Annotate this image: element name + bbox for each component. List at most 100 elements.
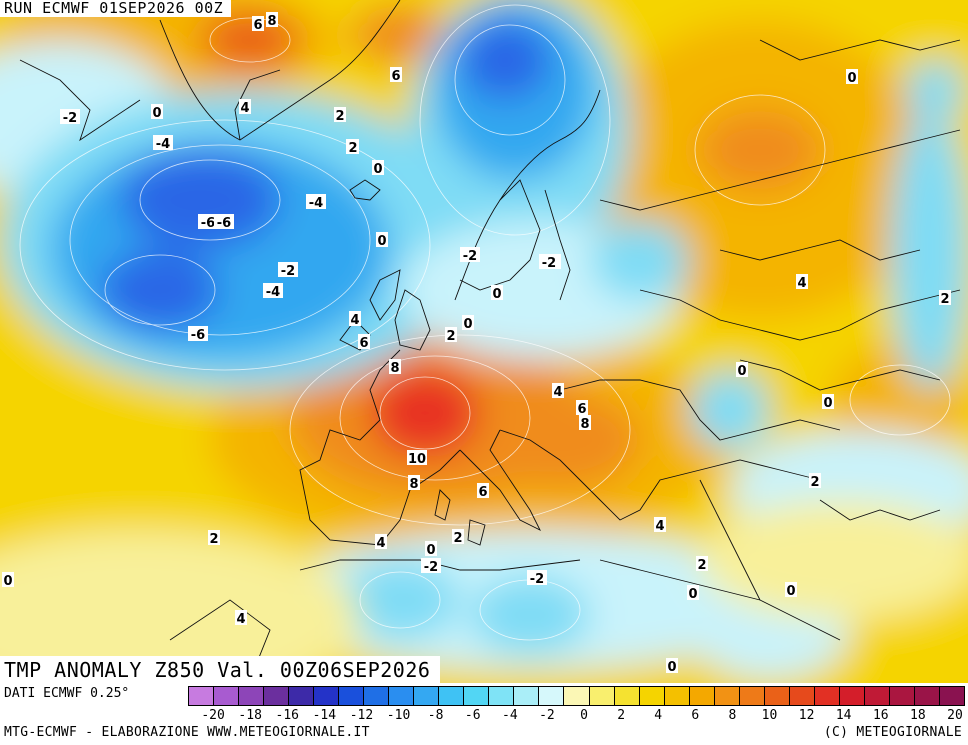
contour-label-bg xyxy=(235,610,247,625)
contour-label-bg xyxy=(358,334,370,349)
colorbar-tick-label: -18 xyxy=(238,708,262,723)
contour-label-bg xyxy=(188,326,208,341)
contour-label-bg xyxy=(239,99,251,114)
contour-label: 2 xyxy=(453,531,462,546)
contour-label: 0 xyxy=(786,584,795,599)
contour-label: 2 xyxy=(940,292,949,307)
contour-label: 6 xyxy=(478,485,487,500)
contour-label: -2 xyxy=(530,572,544,587)
contour-label: 8 xyxy=(409,477,418,492)
contour-label: -2 xyxy=(424,560,438,575)
contour-label: -2 xyxy=(281,264,295,279)
colorbar-swatch xyxy=(889,687,915,705)
contour-label-bg xyxy=(263,283,283,298)
colorbar-swatch xyxy=(839,687,865,705)
colorbar-swatch xyxy=(864,687,890,705)
footer: DATI ECMWF 0.25° -20 -18 -16 -14 -12 -10 -8 -6-… xyxy=(0,683,968,745)
contour-label: 8 xyxy=(267,14,276,29)
contour-label-bg xyxy=(252,16,264,31)
contour-label-bg xyxy=(334,107,346,122)
contour-label-bg xyxy=(527,570,547,585)
contour-label: 0 xyxy=(463,317,472,332)
contour-label: 6 xyxy=(391,69,400,84)
colorbar-tick-label: 2 xyxy=(617,708,626,723)
contour-labels: 86420-2-4-620-2-4-66420-2-4-60-246820468… xyxy=(2,12,951,675)
colorbar-tick-label: 6 xyxy=(691,708,700,723)
colorbar-tick-label: 20 xyxy=(947,708,963,723)
contour-label: 2 xyxy=(348,141,357,156)
contour-label-bg xyxy=(654,517,666,532)
contour-label-bg xyxy=(552,383,564,398)
contour-label-bg xyxy=(306,194,326,209)
contour-label-bg xyxy=(452,529,464,544)
contour-label: 2 xyxy=(335,109,344,124)
contour-label: 0 xyxy=(492,287,501,302)
contour-label: 0 xyxy=(373,162,382,177)
colorbar-swatch xyxy=(414,687,440,705)
contour-label-bg xyxy=(462,315,474,330)
colorbar-swatch xyxy=(489,687,515,705)
colorbar-legend xyxy=(188,686,965,706)
contour-label-bg xyxy=(736,362,748,377)
contour-label-bg xyxy=(421,558,441,573)
contour-label: 4 xyxy=(350,313,359,328)
contour-label-bg xyxy=(539,254,559,269)
contour-label-bg xyxy=(445,327,457,342)
contour-label-bg xyxy=(785,582,797,597)
contour-label-bg xyxy=(153,135,173,150)
colorbar-tick-label: 10 xyxy=(761,708,778,723)
contour-label-bg xyxy=(460,247,480,262)
contour-label-bg xyxy=(407,450,427,465)
contour-label: 4 xyxy=(240,101,249,116)
colorbar-swatch xyxy=(589,687,615,705)
contour-label: 0 xyxy=(688,587,697,602)
contour-label: 2 xyxy=(446,329,455,344)
contour-label-bg xyxy=(579,415,591,430)
colorbar-swatch xyxy=(764,687,790,705)
contour-label: 0 xyxy=(847,71,856,86)
colorbar-swatch xyxy=(389,687,415,705)
contour-label: 0 xyxy=(823,396,832,411)
colorbar-tick-label: -2 xyxy=(539,708,555,723)
colorbar-tick-label: -10 xyxy=(386,708,411,723)
contour-label: 0 xyxy=(3,574,12,589)
colorbar-tick-label: -8 xyxy=(427,708,444,723)
contour-label-bg xyxy=(151,104,163,119)
contour-label-bg xyxy=(347,139,359,154)
contour-label: -4 xyxy=(156,137,170,152)
contour-label-bg xyxy=(278,262,298,277)
contour-label: -2 xyxy=(542,256,556,271)
colorbar-swatch xyxy=(514,687,540,705)
contour-label-bg xyxy=(491,285,503,300)
colorbar-swatch xyxy=(364,687,390,705)
contour-label-bg xyxy=(60,109,80,124)
contour-label: -4 xyxy=(309,196,323,211)
contour-label-bg xyxy=(939,290,951,305)
contour-label: 4 xyxy=(553,385,562,400)
colorbar-swatch xyxy=(314,687,340,705)
colorbar-swatch xyxy=(564,687,590,705)
contour-label-bg xyxy=(696,556,708,571)
contour-lines xyxy=(19,4,951,641)
colorbar-tick-label: -16 xyxy=(275,708,299,723)
contour-label-bg xyxy=(376,232,388,247)
contour-label: -4 xyxy=(266,285,280,300)
contour-label-bg xyxy=(425,541,437,556)
contour-label: 2 xyxy=(697,558,706,573)
contour-label: 6 xyxy=(577,402,586,417)
colorbar-swatch xyxy=(914,687,940,705)
contour-label-bg xyxy=(2,572,14,587)
colorbar-swatch xyxy=(664,687,690,705)
colorbar-tick-label: 14 xyxy=(835,708,852,723)
run-label: RUN ECMWF 01SEP2026 00Z xyxy=(0,0,232,17)
contour-label-bg xyxy=(375,534,387,549)
contour-label: 2 xyxy=(810,475,819,490)
colorbar-swatch xyxy=(239,687,265,705)
colorbar-swatch xyxy=(189,687,215,705)
contour-label: 0 xyxy=(426,543,435,558)
contour-label-bg xyxy=(666,658,678,673)
colorbar-swatch xyxy=(639,687,665,705)
colorbar-swatch xyxy=(464,687,490,705)
colorbar-swatch xyxy=(739,687,765,705)
colorbar-tick-label: 8 xyxy=(728,708,737,723)
